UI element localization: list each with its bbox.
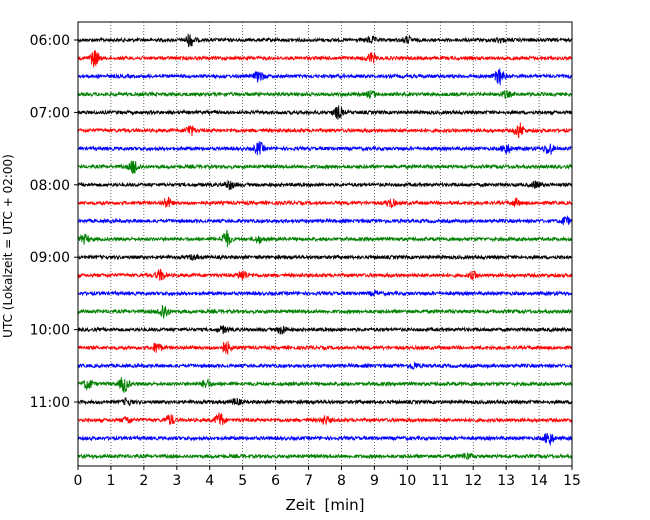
y-tick-label: 07:00: [30, 105, 70, 121]
trace-0730: [77, 141, 573, 156]
trace-0830: [77, 215, 573, 226]
y-tick-label: 06:00: [30, 33, 70, 49]
y-tick-label: 11:00: [30, 395, 70, 411]
x-tick-label: 12: [464, 473, 482, 489]
trace-1145: [77, 452, 573, 460]
trace-0715: [77, 122, 573, 138]
y-axis-label: UTC (Lokalzeit = UTC + 02:00): [1, 154, 15, 338]
trace-1000: [77, 325, 573, 335]
x-tick-label: 2: [139, 473, 148, 489]
trace-1130: [77, 433, 573, 446]
trace-1115: [77, 412, 573, 426]
trace-0900: [77, 253, 573, 261]
x-tick-label: 5: [238, 473, 247, 489]
y-axis-ticks: 06:00 07:00 08:00 09:00 10:00 11:00: [30, 33, 78, 411]
x-tick-label: 11: [431, 473, 449, 489]
y-tick-label: 10:00: [30, 323, 70, 339]
trace-0930: [77, 289, 573, 298]
trace-1030: [77, 360, 573, 371]
x-tick-label: 6: [271, 473, 280, 489]
trace-0645: [77, 89, 573, 100]
x-tick-label: 4: [205, 473, 214, 489]
trace-0615: [77, 50, 573, 68]
x-tick-label: 3: [172, 473, 181, 489]
trace-0845: [77, 229, 573, 248]
x-axis-label: Zeit [min]: [285, 496, 364, 514]
y-tick-label: 08:00: [30, 178, 70, 194]
trace-0745: [77, 160, 573, 174]
x-tick-label: 7: [304, 473, 313, 489]
trace-1100: [77, 397, 573, 407]
x-tick-label: 13: [497, 473, 515, 489]
seismic-traces: [77, 33, 573, 460]
plot-frame: [77, 21, 573, 467]
x-tick-label: 1: [106, 473, 115, 489]
x-tick-label: 8: [337, 473, 346, 489]
x-axis-ticks: 0 1 2 3 4 5 6 7 8 9 10 11 12 13 14 15: [74, 466, 581, 489]
x-tick-label: 14: [530, 473, 548, 489]
trace-0815: [77, 196, 573, 209]
trace-1015: [77, 341, 573, 355]
trace-1045: [77, 377, 573, 393]
trace-0630: [77, 68, 573, 86]
x-tick-label: 0: [74, 473, 83, 489]
trace-0600: [77, 33, 573, 48]
x-tick-label: 9: [370, 473, 379, 489]
x-tick-label: 10: [398, 473, 416, 489]
trace-0915: [77, 268, 573, 281]
trace-0800: [77, 179, 573, 191]
x-tick-label: 15: [563, 473, 581, 489]
trace-0700: [77, 105, 573, 120]
trace-0945: [77, 304, 573, 319]
grid-lines: [110, 22, 540, 466]
y-tick-label: 09:00: [30, 250, 70, 266]
